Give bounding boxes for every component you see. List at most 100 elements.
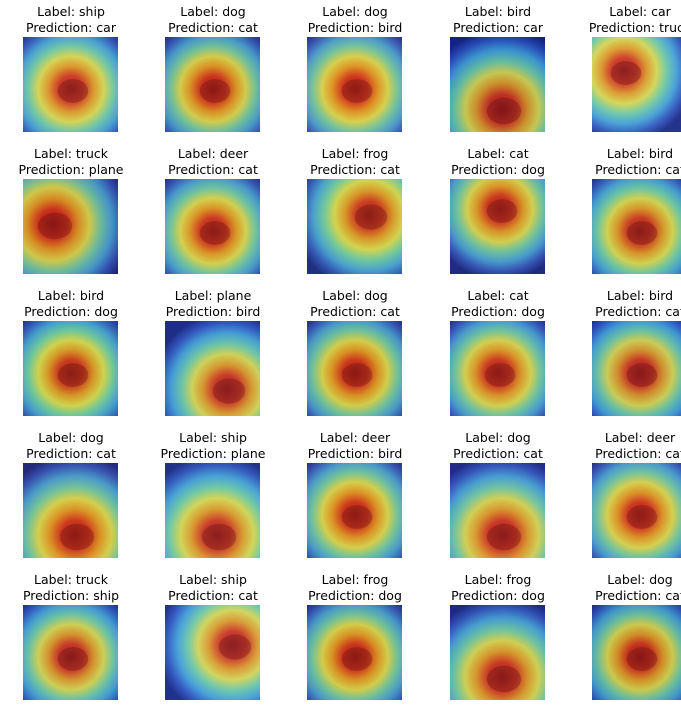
gradcam-heatmap-image [592, 321, 681, 416]
gradcam-heatmap-image [23, 321, 118, 416]
cell-label: Label: frog [464, 572, 532, 587]
gradcam-heatmap-image [23, 605, 118, 700]
grid-cell: Label: cat Prediction: dog [427, 146, 569, 288]
cell-label: Label: deer [319, 430, 391, 445]
cell-prediction: Prediction: cat [595, 587, 681, 603]
cell-label: Label: deer [177, 146, 249, 161]
cell-prediction: Prediction: cat [595, 161, 681, 177]
cell-label: Label: bird [37, 288, 105, 303]
grid-cell: Label: dog Prediction: bird [284, 4, 426, 146]
cell-prediction: Prediction: cat [595, 445, 681, 461]
gradcam-heatmap-image [592, 37, 681, 132]
cell-label: Label: ship [37, 4, 105, 19]
cell-caption: Label: bird Prediction: cat [559, 288, 681, 319]
gradcam-heatmap-image [592, 605, 681, 700]
cell-caption: Label: truck Prediction: ship [0, 572, 152, 603]
cell-prediction: Prediction: cat [310, 303, 400, 319]
gradcam-heatmap-image [165, 179, 260, 274]
cell-prediction: Prediction: ship [22, 587, 120, 603]
cell-label: Label: truck [34, 146, 108, 161]
cell-caption: Label: deer Prediction: bird [274, 430, 436, 461]
cell-label: Label: dog [465, 430, 531, 445]
cell-label: Label: dog [38, 430, 104, 445]
grid-cell: Label: ship Prediction: car [0, 4, 142, 146]
cell-caption: Label: frog Prediction: dog [274, 572, 436, 603]
grid-cell: Label: bird Prediction: car [427, 4, 569, 146]
cell-prediction: Prediction: bird [165, 303, 261, 319]
cell-prediction: Prediction: car [26, 19, 116, 35]
cell-prediction: Prediction: cat [310, 161, 400, 177]
cell-caption: Label: bird Prediction: cat [559, 146, 681, 177]
cell-caption: Label: frog Prediction: cat [274, 146, 436, 177]
gradcam-heatmap-image [23, 179, 118, 274]
grid-cell: Label: deer Prediction: cat [569, 430, 681, 572]
cell-prediction: Prediction: cat [168, 587, 258, 603]
gradcam-heatmap-image [592, 179, 681, 274]
cell-prediction: Prediction: plane [18, 161, 124, 177]
gradcam-heatmap-image [23, 37, 118, 132]
gradcam-heatmap-image [307, 37, 402, 132]
grid-cell: Label: frog Prediction: dog [427, 572, 569, 714]
cell-caption: Label: plane Prediction: bird [132, 288, 294, 319]
cell-label: Label: dog [607, 572, 673, 587]
cell-label: Label: frog [321, 146, 389, 161]
gradcam-heatmap-image [450, 37, 545, 132]
cell-caption: Label: deer Prediction: cat [132, 146, 294, 177]
grid-cell: Label: dog Prediction: cat [569, 572, 681, 714]
cell-caption: Label: dog Prediction: bird [274, 4, 436, 35]
grid-cell: Label: truck Prediction: plane [0, 146, 142, 288]
cell-label: Label: dog [180, 4, 246, 19]
cell-caption: Label: deer Prediction: cat [559, 430, 681, 461]
cell-caption: Label: truck Prediction: plane [0, 146, 152, 177]
cell-prediction: Prediction: dog [308, 587, 402, 603]
cell-caption: Label: ship Prediction: cat [132, 572, 294, 603]
gradcam-heatmap-image [450, 179, 545, 274]
cell-caption: Label: dog Prediction: cat [559, 572, 681, 603]
grid-cell: Label: truck Prediction: ship [0, 572, 142, 714]
cell-caption: Label: ship Prediction: car [0, 4, 152, 35]
gradcam-heatmap-image [450, 605, 545, 700]
cell-prediction: Prediction: dog [451, 161, 545, 177]
gradcam-heatmap-image [165, 605, 260, 700]
cell-label: Label: frog [321, 572, 389, 587]
gradcam-heatmap-image [23, 463, 118, 558]
gradcam-heatmap-image [165, 37, 260, 132]
cell-prediction: Prediction: bird [307, 445, 403, 461]
grid-cell: Label: dog Prediction: cat [284, 288, 426, 430]
cell-label: Label: ship [179, 430, 247, 445]
grid-cell: Label: frog Prediction: cat [284, 146, 426, 288]
cell-caption: Label: frog Prediction: dog [417, 572, 579, 603]
cell-prediction: Prediction: cat [453, 445, 543, 461]
cell-label: Label: bird [606, 146, 674, 161]
grid-cell: Label: bird Prediction: cat [569, 146, 681, 288]
grid-cell: Label: deer Prediction: bird [284, 430, 426, 572]
cell-label: Label: dog [322, 4, 388, 19]
cell-caption: Label: dog Prediction: cat [132, 4, 294, 35]
cell-caption: Label: dog Prediction: cat [0, 430, 152, 461]
cell-prediction: Prediction: cat [168, 161, 258, 177]
gradcam-heatmap-image [307, 463, 402, 558]
gradcam-heatmap-image [165, 321, 260, 416]
grid-cell: Label: ship Prediction: plane [142, 430, 284, 572]
grid-cell: Label: dog Prediction: cat [427, 430, 569, 572]
cell-caption: Label: dog Prediction: cat [274, 288, 436, 319]
cell-label: Label: truck [34, 572, 108, 587]
gradcam-heatmap-image [165, 463, 260, 558]
grid-cell: Label: ship Prediction: cat [142, 572, 284, 714]
cell-caption: Label: bird Prediction: dog [0, 288, 152, 319]
grid-cell: Label: dog Prediction: cat [142, 4, 284, 146]
cell-prediction: Prediction: cat [168, 19, 258, 35]
cell-label: Label: plane [174, 288, 252, 303]
cell-caption: Label: car Prediction: truck [559, 4, 681, 35]
gradcam-heatmap-image [450, 321, 545, 416]
cell-caption: Label: bird Prediction: car [417, 4, 579, 35]
cell-prediction: Prediction: plane [160, 445, 266, 461]
cell-caption: Label: ship Prediction: plane [132, 430, 294, 461]
gradcam-heatmap-image [592, 463, 681, 558]
cell-prediction: Prediction: dog [451, 303, 545, 319]
cell-caption: Label: cat Prediction: dog [417, 146, 579, 177]
grid-cell: Label: plane Prediction: bird [142, 288, 284, 430]
grid-cell: Label: bird Prediction: dog [0, 288, 142, 430]
cell-label: Label: car [609, 4, 671, 19]
